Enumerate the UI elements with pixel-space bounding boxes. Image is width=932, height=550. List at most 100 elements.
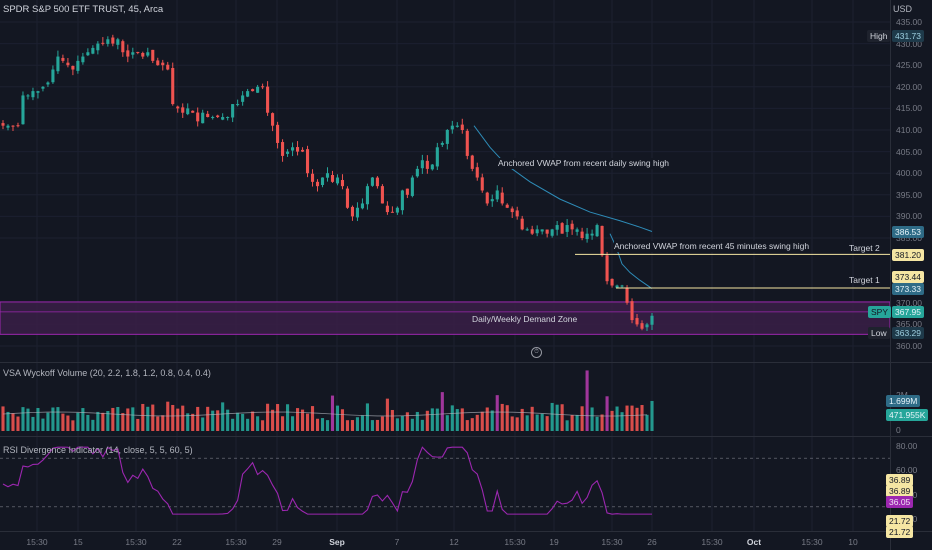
volume-bar <box>485 407 489 431</box>
volume-bar <box>271 409 275 431</box>
volume-bar <box>475 414 479 431</box>
candle-body <box>126 50 130 57</box>
time-axis-tick: 29 <box>272 537 282 547</box>
pane-separator[interactable] <box>0 436 932 437</box>
volume-bar <box>31 416 35 431</box>
volume-bar <box>635 407 639 431</box>
volume-bar <box>26 408 30 431</box>
candle-body <box>515 210 519 217</box>
candle-body <box>425 160 429 169</box>
candle-body <box>480 177 484 191</box>
price-axis-tick: 420.00 <box>896 81 922 92</box>
volume-bar <box>295 408 300 431</box>
candle-body <box>206 113 210 118</box>
candle-body <box>271 113 275 126</box>
volume-bar <box>525 415 529 431</box>
candle-body <box>111 37 115 44</box>
candle-body <box>635 318 639 325</box>
candle-body <box>530 229 534 234</box>
volume-bar <box>126 408 130 431</box>
volume-bar <box>425 410 429 431</box>
volume-bar <box>630 405 634 431</box>
rsi-tag-5: 21.72 <box>886 526 914 538</box>
volume-bar <box>600 414 604 431</box>
rsi-tag-1: 36.89 <box>886 474 914 486</box>
volume-indicator-label[interactable]: VSA Wyckoff Volume (20, 2.2, 1.8, 1.2, 0… <box>3 368 211 378</box>
candle-body <box>375 177 379 187</box>
price-axis-tick: 400.00 <box>896 168 922 179</box>
candle-body <box>615 285 619 288</box>
volume-bar <box>340 409 345 431</box>
price-axis-tick: 390.00 <box>896 211 922 222</box>
candle-body <box>186 108 190 115</box>
candle-body <box>71 65 75 70</box>
target1-label[interactable]: Target 1 <box>849 275 880 285</box>
target1-price-tag: 373.44 <box>892 271 924 283</box>
candle-body <box>410 177 414 196</box>
candle-body <box>41 86 45 89</box>
volume-bar <box>315 418 320 431</box>
volume-bar <box>345 420 350 431</box>
volume-bar <box>560 404 564 431</box>
demand-zone-label[interactable]: Daily/Weekly Demand Zone <box>472 314 578 324</box>
candle-body <box>101 42 105 44</box>
candle-body <box>236 104 240 106</box>
time-axis-tick: 12 <box>449 537 459 547</box>
volume-bar <box>620 412 624 431</box>
vwap-daily-annotation[interactable]: Anchored VWAP from recent daily swing hi… <box>498 158 670 169</box>
candle-body <box>46 82 50 85</box>
candle-body <box>415 168 419 177</box>
volume-bar <box>176 408 180 431</box>
candle-body <box>51 69 55 83</box>
price-axis-tick: 410.00 <box>896 125 922 135</box>
volume-bar <box>410 418 414 431</box>
candle-body <box>91 47 95 54</box>
volume-bar <box>131 407 135 431</box>
volume-bar <box>51 407 55 431</box>
volume-bar <box>495 395 499 431</box>
volume-bar <box>420 419 424 431</box>
demand-zone-box <box>0 301 891 335</box>
volume-bars <box>1 370 654 431</box>
price-axis-tick: 435.00 <box>896 17 922 27</box>
price-axis-tick: 370.00 <box>896 297 922 308</box>
clock-icon[interactable]: ⏱ <box>531 347 542 358</box>
volume-bar <box>76 412 80 431</box>
volume-bar <box>435 408 439 431</box>
candle-body <box>645 324 649 328</box>
volume-tag-primary: 1.699M <box>886 395 921 407</box>
candle-body <box>525 229 529 231</box>
candle-body <box>171 67 175 105</box>
candle-body <box>390 211 394 213</box>
candle-body <box>640 323 644 329</box>
time-axis-tick: 7 <box>394 537 400 547</box>
target2-label[interactable]: Target 2 <box>849 243 880 253</box>
volume-bar <box>470 418 474 431</box>
pane-separator[interactable] <box>0 362 932 363</box>
candle-body <box>11 125 15 127</box>
volume-bar <box>390 409 394 431</box>
volume-bar <box>405 412 409 431</box>
volume-bar <box>231 418 235 431</box>
vwap-45-annotation[interactable]: Anchored VWAP from recent 45 minutes swi… <box>614 241 810 252</box>
rsi-indicator-label[interactable]: RSI Divergence Indicator (14, close, 5, … <box>3 445 193 455</box>
candle-body <box>211 117 215 119</box>
time-axis-tick: Oct <box>746 537 762 547</box>
volume-bar <box>305 413 310 431</box>
candle-body <box>575 229 579 232</box>
volume-bar <box>121 413 125 431</box>
candle-body <box>325 173 330 178</box>
candle-body <box>191 110 195 113</box>
candle-body <box>96 43 100 51</box>
price-axis-tick: 395.00 <box>896 189 922 200</box>
price-axis-tick: 415.00 <box>896 103 922 114</box>
volume-bar <box>1 406 5 431</box>
volume-bar <box>395 418 399 431</box>
volume-bar <box>350 420 355 431</box>
symbol-title[interactable]: SPDR S&P 500 ETF TRUST, 45, Arca <box>3 4 164 15</box>
volume-bar <box>256 416 260 431</box>
volume-bar <box>595 416 599 431</box>
rsi-axis-60: 60.00 <box>896 465 918 475</box>
volume-bar <box>251 411 255 431</box>
